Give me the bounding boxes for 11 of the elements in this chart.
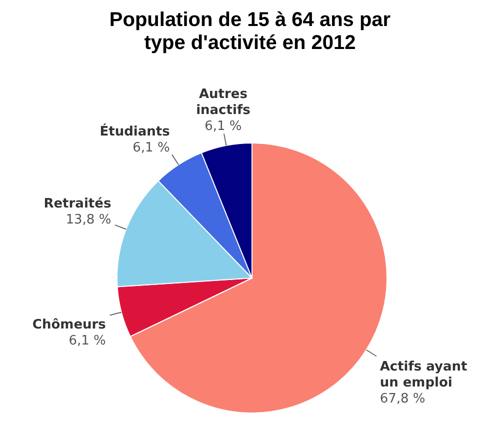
data-label: 6,1 % <box>204 118 242 134</box>
slice-label: Retraités <box>44 196 112 212</box>
chart-title: Population de 15 à 64 ans par type d'activité en 2012 <box>109 9 391 54</box>
data-label: 13,8 % <box>66 212 112 228</box>
data-label: 6,1 % <box>68 333 106 348</box>
data-label: 67,8 % <box>380 391 426 406</box>
slice-label: Autres inactifs <box>196 86 251 118</box>
slice-label: Chômeurs <box>32 317 106 332</box>
slice-label: Actifs ayant un emploi <box>380 359 468 390</box>
data-label: 6,1 % <box>132 140 170 156</box>
slice-label: Étudiants <box>100 122 170 140</box>
